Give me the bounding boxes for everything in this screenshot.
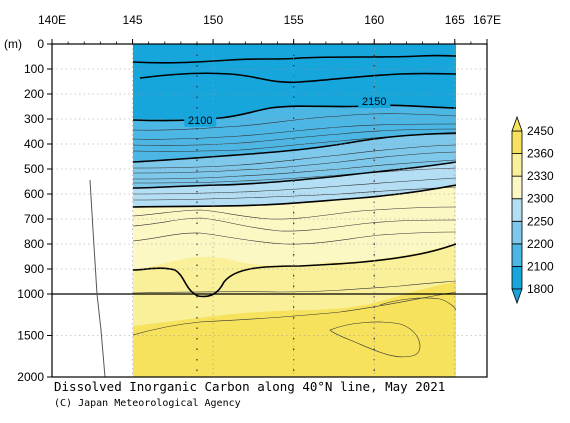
colorbar-segment [511,220,523,245]
x-axis: 140E 145 150 155 160 165 167E [38,13,501,44]
x-tick-label: 155 [284,13,304,27]
contour-label-background [358,95,391,108]
grid-lines [52,44,487,377]
colorbar-segment [511,175,523,200]
y-tick-label: 700 [24,212,44,226]
y-tick-label: 500 [24,162,44,176]
bathymetry-line [89,179,106,378]
colorbar-label: 2330 [527,169,554,183]
y-tick-label: 400 [24,137,44,151]
chart-title: Dissolved Inorganic Carbon along 40°N li… [54,379,445,394]
colorbar-label: 2250 [527,214,554,228]
colorbar-segment [511,266,523,290]
x-tick-label: 165 [445,13,465,27]
colorbar-label: 2100 [527,259,554,273]
colorbar-max-arrow [511,115,523,132]
x-tick-label: 140E [38,13,66,27]
colorbar-label: 1800 [527,282,554,296]
y-tick-label: 1500 [17,329,44,343]
colorbar-label: 2300 [527,192,554,206]
x-tick-label: 160 [364,13,384,27]
colorbar-segment [511,243,523,267]
y-tick-label: 1000 [17,287,44,301]
y-tick-label: 800 [24,237,44,251]
credit-text: (C) Japan Meteorological Agency [54,398,241,409]
plot-frame [51,43,488,378]
colorbar-segment [511,198,523,222]
colorbar-label: 2450 [527,124,554,138]
colorbar-label: 2360 [527,147,554,161]
x-tick-label: 150 [203,13,223,27]
x-tick-label: 145 [123,13,143,27]
y-tick-label: 300 [24,112,44,126]
colorbar-segment [511,153,523,177]
y-tick-label: 0 [37,37,44,51]
colorbar-label: 2200 [527,237,554,251]
contour-label: 2100 [188,115,212,127]
x-tick-label: 167E [473,13,501,27]
y-axis: 0 100 200 300 400 500 600 700 800 900 1000 1500 2000 [17,37,52,384]
y-tick-label: 200 [24,87,44,101]
colorbar-min-arrow [511,288,523,305]
y-tick-label: 600 [24,187,44,201]
contour-labels: 2100 2150 [184,95,391,127]
colorbar: 2450 2360 2330 2300 2250 2200 2100 1800 [511,115,554,305]
y-axis-unit: (m) [4,37,22,51]
y-tick-label: 2000 [17,370,44,384]
y-tick-label: 100 [24,62,44,76]
y-tick-label: 900 [24,262,44,276]
contour-label: 2150 [362,96,386,108]
colorbar-segment [511,130,523,154]
dic-section-field [133,44,456,377]
contour-label-background [184,113,217,127]
